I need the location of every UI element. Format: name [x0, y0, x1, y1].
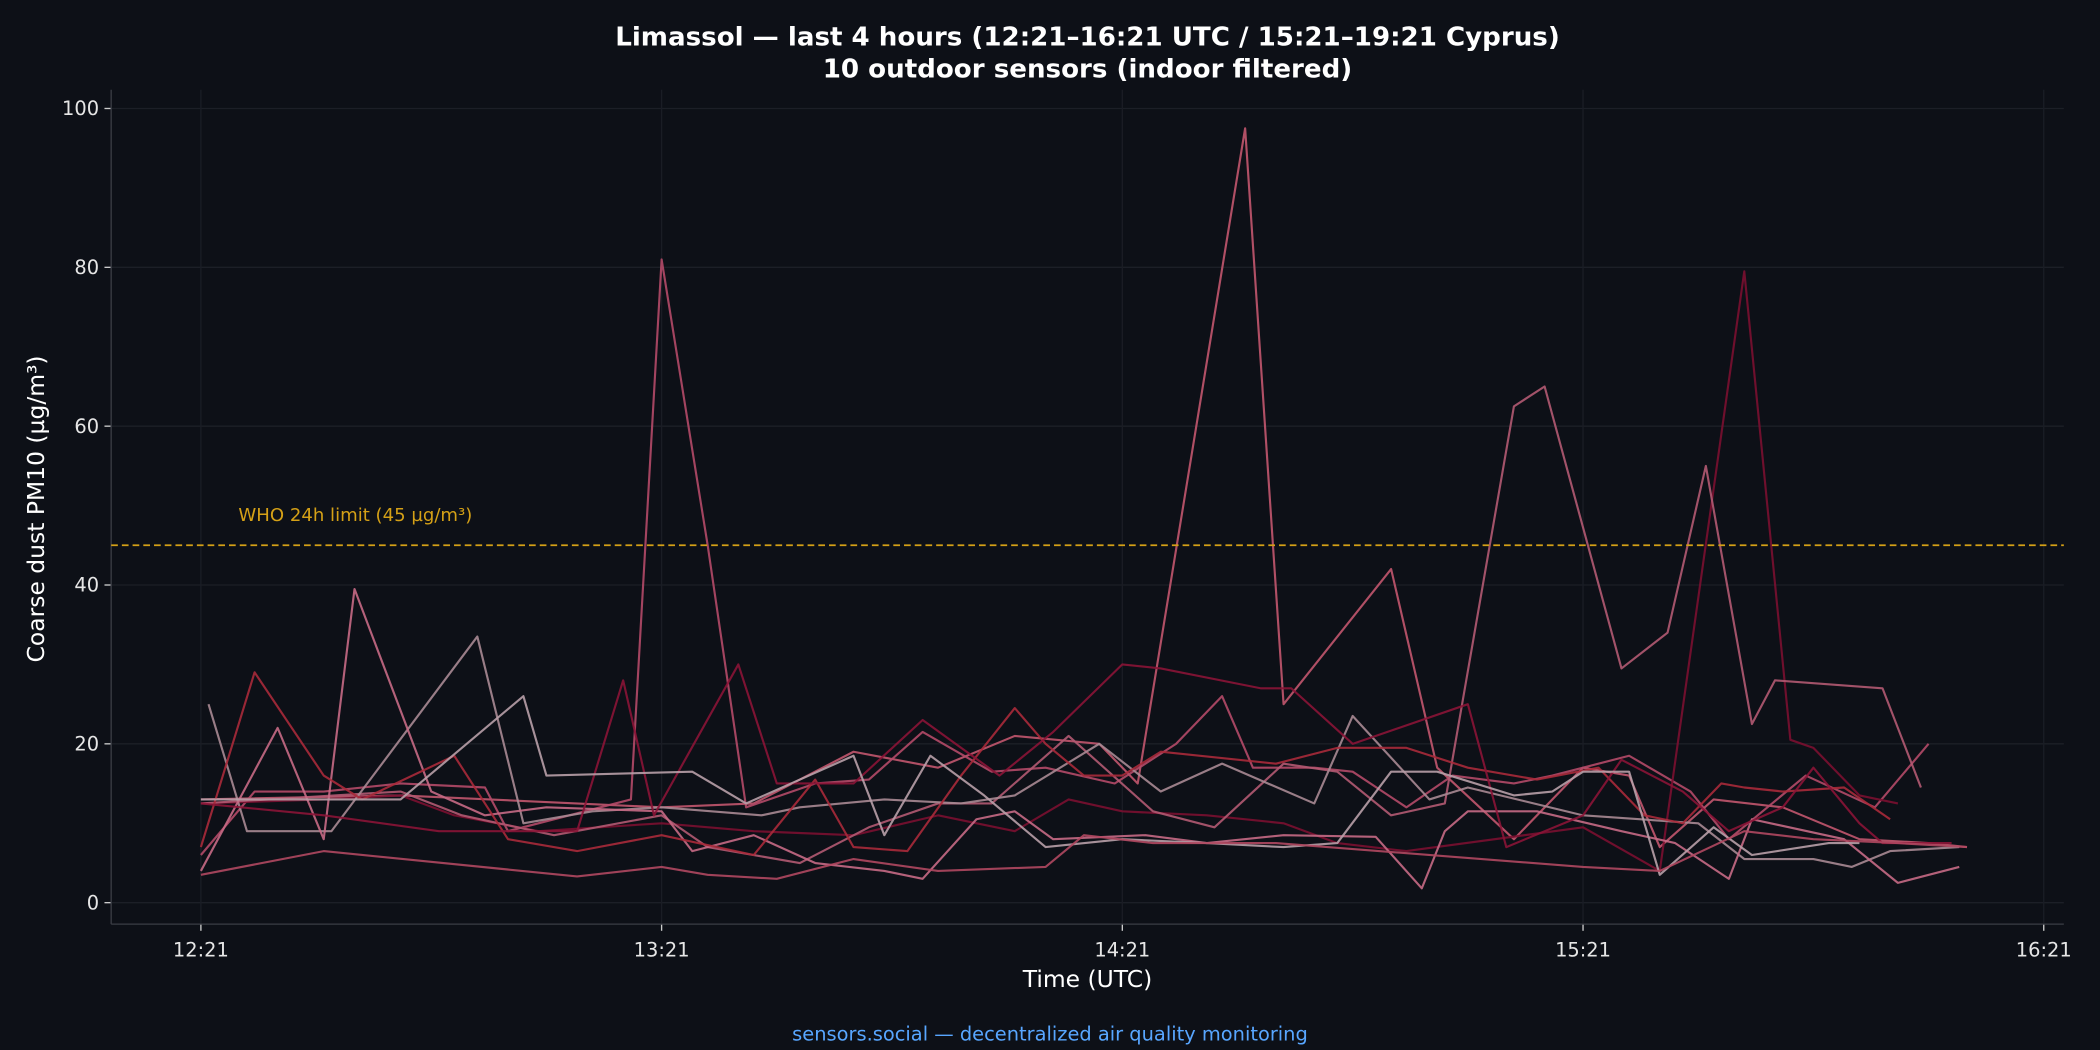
- x-axis-label: Time (UTC): [1022, 965, 1152, 993]
- x-tick-label: 12:21: [173, 938, 229, 961]
- y-tick-label: 60: [74, 415, 99, 438]
- x-tick-label: 16:21: [2016, 938, 2072, 961]
- x-tick-label: 15:21: [1555, 938, 1611, 961]
- sensor-series-line-6: [199, 587, 1960, 890]
- sensor-series-line-5: [207, 635, 1960, 868]
- sensor-series-line-9: [200, 695, 1860, 876]
- sensor-series-line-10: [200, 830, 1968, 880]
- y-tick-label: 100: [62, 97, 99, 120]
- sensor-series-line-7: [199, 671, 1891, 857]
- series-lines: [199, 127, 1968, 890]
- chart-title: Limassol — last 4 hours (12:21–16:21 UTC…: [615, 23, 1560, 53]
- y-tick-label: 0: [87, 891, 99, 914]
- y-tick-label: 20: [74, 733, 99, 756]
- x-tick-label: 14:21: [1094, 938, 1150, 961]
- x-tick-label: 13:21: [634, 938, 690, 961]
- y-tick-label: 40: [74, 574, 99, 597]
- chart-subtitle: 10 outdoor sensors (indoor filtered): [823, 55, 1352, 85]
- footer-credit: sensors.social — decentralized air quali…: [792, 1023, 1308, 1046]
- grid-lines: [111, 89, 2064, 925]
- sensor-series-line-8: [200, 663, 1952, 849]
- axes: 0 20 40 60 80 100 12:21 13:21 14:21 15:21 16:21: [62, 89, 2072, 961]
- y-tick-label: 80: [74, 256, 99, 279]
- y-axis-label: Coarse dust PM10 (µg/m³): [22, 355, 50, 662]
- who-limit-label: WHO 24h limit (45 µg/m³): [238, 505, 472, 526]
